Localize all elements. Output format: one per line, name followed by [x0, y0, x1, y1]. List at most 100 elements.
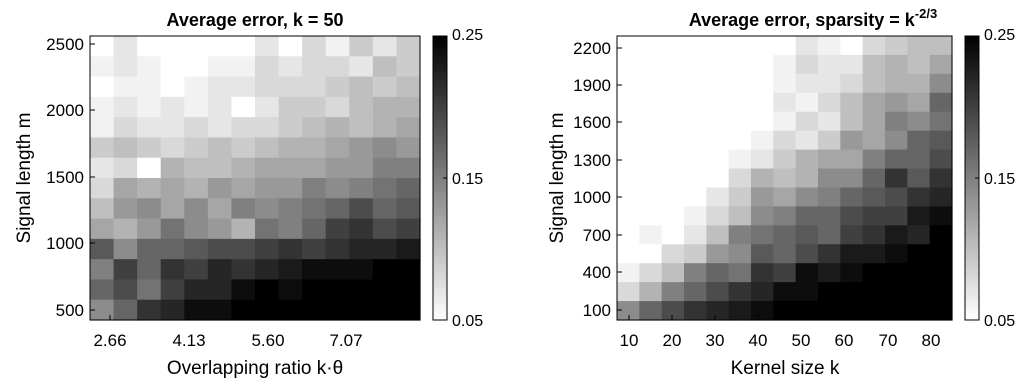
heatmap-cell — [90, 238, 115, 260]
heatmap-cell — [773, 301, 797, 321]
heatmap-cell — [907, 263, 931, 283]
heatmap-cell — [325, 299, 350, 321]
heatmap-cell — [90, 117, 115, 139]
heatmap-cell — [372, 157, 398, 179]
heatmap-cell — [231, 259, 256, 281]
heatmap-cell — [349, 157, 374, 179]
heatmap-cell — [325, 198, 350, 220]
heatmap-cell — [929, 187, 953, 207]
heatmap-cell — [706, 301, 730, 321]
heatmap-cell — [302, 137, 327, 159]
heatmap-cell — [160, 218, 185, 240]
heatmap-cell — [818, 301, 841, 321]
heatmap-cell — [137, 218, 162, 240]
heatmap-cell — [349, 76, 374, 98]
x-tick-label: 2.66 — [93, 331, 126, 350]
heatmap-cell — [862, 73, 886, 94]
heatmap-cell — [818, 206, 841, 226]
heatmap-cell — [929, 301, 953, 321]
heatmap-cell — [818, 244, 841, 264]
heatmap-cell — [372, 76, 398, 98]
heatmap-cell — [751, 225, 774, 245]
heatmap-cell — [160, 299, 185, 321]
heatmap-cell — [255, 178, 280, 199]
heatmap-cell — [184, 36, 209, 57]
heatmap-cell — [661, 244, 685, 264]
heatmap-cell — [207, 137, 233, 159]
colorbar-tick-label: 0.25 — [984, 27, 1015, 44]
heatmap-cell — [113, 198, 138, 220]
heatmap-cell — [862, 149, 886, 170]
heatmap-cell — [840, 149, 864, 170]
heatmap-cell — [818, 149, 841, 170]
colorbar-tick-label: 0.05 — [452, 313, 483, 330]
heatmap-cell — [929, 73, 953, 94]
heatmap-cell — [278, 56, 303, 78]
y-tick-label: 2200 — [573, 39, 611, 58]
heatmap-cell — [862, 206, 886, 226]
heatmap-cell — [137, 56, 162, 78]
heatmap-cell — [751, 130, 774, 151]
heatmap-cell — [160, 259, 185, 281]
heatmap-cell — [684, 301, 707, 321]
heatmap-cell — [795, 225, 819, 245]
heatmap-cell — [372, 36, 398, 57]
heatmap-cell — [113, 178, 138, 199]
heatmap-cell — [818, 92, 841, 113]
heatmap-cell — [372, 198, 398, 220]
heatmap-cell — [231, 96, 256, 118]
heatmap-cell — [661, 301, 685, 321]
heatmap-cell — [90, 198, 115, 220]
heatmap-cell — [160, 178, 185, 199]
heatmap-cell — [818, 168, 841, 189]
heatmap-cell — [278, 157, 303, 179]
heatmap-cell — [349, 218, 374, 240]
heatmap-cell — [372, 117, 398, 139]
heatmap-cell — [160, 96, 185, 118]
heatmap-cell — [255, 117, 280, 139]
heatmap-cell — [137, 279, 162, 301]
heatmap-cell — [90, 157, 115, 179]
heatmap-cell — [929, 130, 953, 151]
heatmap-cell — [160, 279, 185, 301]
heatmap-cell — [773, 73, 797, 94]
heatmap-cell — [207, 157, 233, 179]
chart-title: Average error, k = 50 — [167, 10, 344, 30]
heatmap-cell — [818, 36, 841, 56]
heatmap-cell — [184, 218, 209, 240]
heatmap-cell — [90, 96, 115, 118]
heatmap-cell — [751, 149, 774, 170]
heatmap-cell — [231, 56, 256, 78]
heatmap-cell — [907, 111, 931, 132]
heatmap-cell — [396, 238, 421, 260]
heatmap-cell — [773, 149, 797, 170]
heatmap-cell — [929, 111, 953, 132]
heatmap-cell — [325, 137, 350, 159]
heatmap-cell — [396, 56, 421, 78]
heatmap-cell — [773, 187, 797, 207]
heatmap-cell — [325, 117, 350, 139]
heatmap-cell — [684, 244, 707, 264]
heatmap-cell — [278, 218, 303, 240]
heatmap-cell — [113, 218, 138, 240]
heatmap-cell — [639, 282, 663, 302]
heatmap-cell — [840, 92, 864, 113]
heatmap-cell — [840, 282, 864, 302]
x-tick-label: 5.60 — [251, 331, 284, 350]
heatmap-cell — [907, 225, 931, 245]
heatmap-cell — [207, 117, 233, 139]
y-tick-label: 1000 — [46, 234, 84, 253]
heatmap-cell — [160, 36, 185, 57]
heatmap-cell — [929, 263, 953, 283]
heatmap-cell — [302, 96, 327, 118]
heatmap-cell — [113, 56, 138, 78]
heatmap-cell — [907, 73, 931, 94]
heatmap-cell — [137, 117, 162, 139]
heatmap-cell — [885, 187, 908, 207]
heatmap-cell — [885, 54, 908, 75]
heatmap-cell — [617, 263, 640, 283]
chart-title-text: Average error, sparsity = k — [689, 10, 916, 30]
heatmap-cell — [372, 56, 398, 78]
heatmap-cell — [207, 198, 233, 220]
heatmap-cell — [728, 263, 752, 283]
